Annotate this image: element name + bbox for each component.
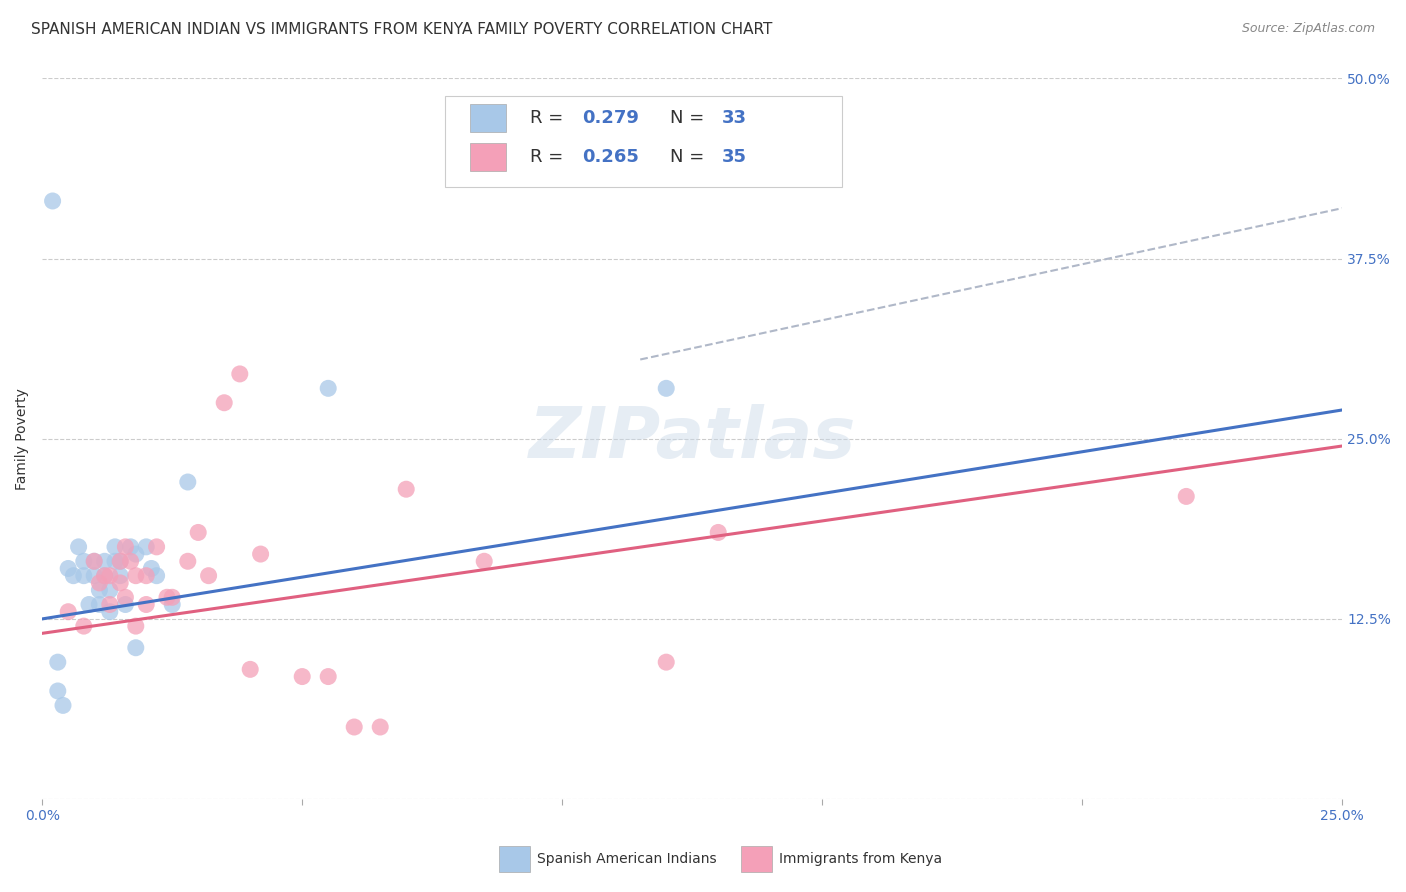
Point bbox=[707, 525, 730, 540]
Point bbox=[135, 598, 157, 612]
Text: Spanish American Indians: Spanish American Indians bbox=[537, 852, 717, 866]
Point bbox=[249, 547, 271, 561]
Text: ZIPatlas: ZIPatlas bbox=[529, 404, 856, 474]
Text: Source: ZipAtlas.com: Source: ZipAtlas.com bbox=[1241, 22, 1375, 36]
Point bbox=[98, 605, 121, 619]
Point bbox=[368, 720, 391, 734]
Point bbox=[93, 568, 115, 582]
Point bbox=[114, 598, 136, 612]
Point bbox=[229, 367, 252, 381]
Text: N =: N = bbox=[671, 148, 710, 166]
Point bbox=[98, 598, 121, 612]
Point bbox=[83, 568, 105, 582]
Point bbox=[125, 640, 148, 655]
Point bbox=[89, 575, 111, 590]
Point bbox=[58, 561, 80, 575]
Point bbox=[135, 540, 157, 554]
Point bbox=[125, 547, 148, 561]
Point bbox=[93, 554, 115, 568]
Point bbox=[212, 396, 235, 410]
Point bbox=[108, 568, 131, 582]
Point bbox=[104, 554, 127, 568]
Point bbox=[89, 583, 111, 598]
Point bbox=[120, 554, 142, 568]
Point bbox=[104, 540, 127, 554]
Point bbox=[316, 669, 339, 683]
Point bbox=[160, 598, 183, 612]
Point bbox=[177, 475, 200, 489]
Point bbox=[187, 525, 209, 540]
Point bbox=[108, 554, 131, 568]
FancyBboxPatch shape bbox=[446, 96, 842, 186]
Point bbox=[120, 540, 142, 554]
Text: R =: R = bbox=[530, 109, 568, 127]
Point bbox=[41, 194, 63, 208]
Text: 35: 35 bbox=[723, 148, 747, 166]
FancyBboxPatch shape bbox=[470, 143, 506, 170]
Point bbox=[46, 684, 69, 698]
Point bbox=[89, 598, 111, 612]
Text: 0.279: 0.279 bbox=[582, 109, 638, 127]
Point bbox=[1175, 490, 1198, 504]
Text: N =: N = bbox=[671, 109, 710, 127]
Point bbox=[291, 669, 314, 683]
Text: 0.265: 0.265 bbox=[582, 148, 638, 166]
Point bbox=[67, 540, 90, 554]
Point bbox=[46, 655, 69, 669]
Point bbox=[108, 554, 131, 568]
Point bbox=[98, 583, 121, 598]
Point bbox=[108, 575, 131, 590]
Point bbox=[655, 655, 678, 669]
Point bbox=[114, 540, 136, 554]
Point bbox=[73, 554, 96, 568]
Point bbox=[83, 554, 105, 568]
Point bbox=[62, 568, 84, 582]
Point bbox=[83, 554, 105, 568]
Point bbox=[145, 540, 167, 554]
FancyBboxPatch shape bbox=[470, 104, 506, 132]
Point bbox=[197, 568, 219, 582]
Point bbox=[125, 619, 148, 633]
Point bbox=[316, 381, 339, 395]
Point bbox=[93, 568, 115, 582]
Point bbox=[52, 698, 75, 713]
Point bbox=[125, 568, 148, 582]
Point bbox=[77, 598, 100, 612]
Point bbox=[160, 591, 183, 605]
Point bbox=[135, 568, 157, 582]
Text: R =: R = bbox=[530, 148, 568, 166]
Point bbox=[655, 381, 678, 395]
Point bbox=[239, 662, 262, 676]
Point bbox=[145, 568, 167, 582]
Point bbox=[395, 482, 418, 496]
Y-axis label: Family Poverty: Family Poverty bbox=[15, 388, 30, 490]
Point bbox=[58, 605, 80, 619]
Point bbox=[177, 554, 200, 568]
Point bbox=[73, 619, 96, 633]
Text: Immigrants from Kenya: Immigrants from Kenya bbox=[779, 852, 942, 866]
Point bbox=[141, 561, 163, 575]
Point bbox=[472, 554, 495, 568]
Point bbox=[343, 720, 366, 734]
Point bbox=[114, 591, 136, 605]
Text: 33: 33 bbox=[723, 109, 747, 127]
Point bbox=[73, 568, 96, 582]
Point bbox=[156, 591, 179, 605]
Text: SPANISH AMERICAN INDIAN VS IMMIGRANTS FROM KENYA FAMILY POVERTY CORRELATION CHAR: SPANISH AMERICAN INDIAN VS IMMIGRANTS FR… bbox=[31, 22, 772, 37]
Point bbox=[98, 568, 121, 582]
